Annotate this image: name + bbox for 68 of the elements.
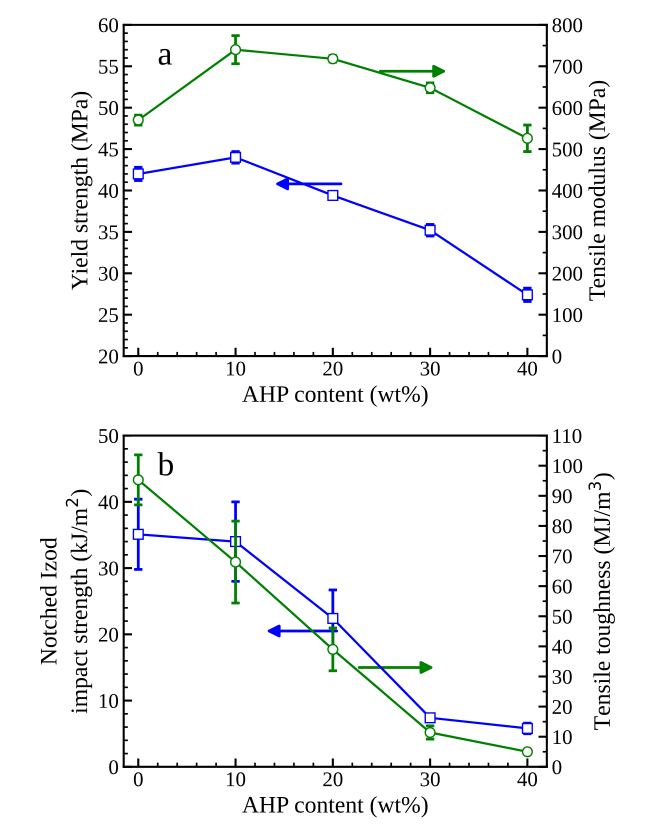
y2-tick-label: 60: [552, 580, 572, 594]
annotation: a: [158, 48, 172, 65]
x-tick-label: 10: [226, 772, 246, 786]
y-tick-label: 55: [99, 60, 118, 74]
y-tick-label: 0: [109, 760, 118, 774]
x-tick-label: 0: [134, 772, 143, 786]
y2-axis-title: Tensile modulus (MPa): [588, 80, 610, 301]
y-tick-label: 25: [98, 308, 118, 322]
y2-tick-label: 40: [552, 640, 572, 654]
point: [230, 44, 242, 56]
y2-tick-label: 70: [553, 549, 572, 564]
y-tick-label: 60: [98, 18, 118, 32]
y-tick-label: 45: [98, 142, 118, 157]
y2-axis-title: Tensile toughness (MJ/m$^{3}$): [588, 473, 615, 730]
y2-tick-label: 90: [552, 489, 572, 504]
y2-tick-label: 30: [552, 670, 572, 684]
y2-tick-label: 80: [552, 519, 572, 534]
y2-tick-label: 800: [552, 18, 582, 32]
y2-tick-label: 700: [553, 60, 582, 74]
y2-tick-label: 100: [554, 459, 582, 474]
y-tick-label: 10: [100, 694, 118, 708]
y-tick-label: 30: [98, 561, 118, 576]
y-axis-title: Notched Izod impact strength (kJ/m$^{2}$): [40, 490, 92, 714]
point: [327, 612, 338, 624]
y2-tick-label: 110: [554, 428, 582, 444]
point: [132, 528, 144, 540]
x-tick-label: 20: [323, 362, 342, 376]
y-tick-label: 40: [98, 184, 118, 198]
y2-tick-label: 500: [552, 142, 582, 157]
y2-tick-label: 400: [552, 184, 582, 198]
point: [327, 644, 338, 655]
y2-tick-label: 300: [552, 225, 582, 240]
annotation: b: [158, 452, 173, 476]
x-axis-title: AHP content (wt%): [242, 385, 428, 407]
point: [132, 168, 144, 180]
y-tick-label: 40: [98, 495, 118, 510]
y-tick-label: 20: [98, 349, 118, 364]
y2-tick-label: 200: [552, 266, 582, 281]
x-tick-label: 40: [517, 772, 538, 786]
y-axis-title: Yield strength (MPa): [70, 92, 92, 290]
point: [132, 474, 144, 486]
x-tick-label: 30: [420, 772, 440, 786]
point: [424, 726, 436, 738]
point: [522, 746, 533, 758]
point: [230, 556, 242, 568]
x-tick-label: 10: [226, 362, 246, 376]
y2-tick-label: 10: [554, 730, 572, 744]
x-tick-label: 0: [134, 362, 143, 376]
y-tick-label: 50: [99, 101, 118, 116]
point: [424, 712, 436, 724]
x-tick-label: 40: [517, 362, 538, 376]
y2-tick-label: 0: [552, 349, 562, 364]
y2-tick-label: 50: [552, 610, 572, 624]
y2-tick-label: 600: [552, 101, 582, 116]
y-tick-label: 35: [98, 225, 118, 240]
y-tick-label: 20: [98, 628, 118, 642]
y-tick-label: 30: [98, 266, 118, 281]
y2-tick-label: 20: [552, 700, 572, 714]
y2-tick-label: 100: [554, 308, 582, 322]
x-axis-title: AHP content (wt%): [242, 796, 428, 818]
point: [522, 289, 533, 300]
point: [327, 53, 338, 64]
y-tick-label: 50: [99, 428, 118, 444]
x-tick-label: 30: [420, 362, 440, 376]
y2-tick-label: 0: [552, 760, 562, 774]
point: [327, 190, 338, 202]
x-tick-label: 20: [323, 772, 342, 786]
point: [522, 132, 533, 144]
